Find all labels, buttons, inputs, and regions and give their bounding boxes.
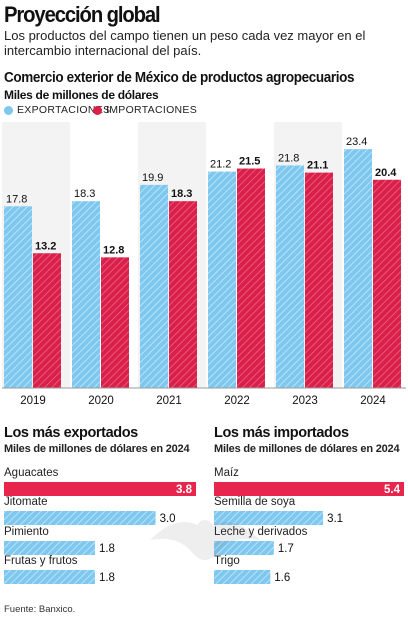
legend-exports-swatch [4, 105, 13, 115]
chart-units: Miles de millones de dólares [4, 88, 159, 102]
bar-exports [344, 149, 372, 388]
value-label-imports: 20.4 [375, 167, 397, 179]
legend-imports-swatch [93, 105, 102, 115]
main-bar-chart: 17.8 13.2 2019 18.3 12.8 2020 19.9 18.3 2021 21.2… [2, 122, 406, 407]
chart-title: Comercio exterior de México de productos… [4, 70, 355, 86]
bar-imports [305, 172, 333, 388]
page-subtitle: Los productos del campo tienen un peso c… [4, 28, 366, 58]
value-label-imports: 18.3 [171, 188, 192, 200]
legend-imports-label: IMPORTACIONES [106, 104, 198, 116]
hbar-value-label: 1.6 [274, 572, 290, 584]
imports-section-title: Los más importados [214, 425, 349, 441]
year-tick-label: 2020 [88, 395, 114, 407]
hbar [4, 570, 95, 584]
value-label-exports: 18.3 [74, 188, 95, 200]
bar-exports [72, 201, 100, 388]
hbar [214, 570, 271, 584]
legend-imports: IMPORTACIONES [93, 104, 197, 116]
value-label-exports: 19.9 [142, 172, 163, 184]
year-tick-label: 2022 [224, 395, 250, 407]
hbar [4, 541, 95, 555]
hbar-category-label: Semilla de soya [214, 496, 296, 508]
exports-section-title: Los más exportados [4, 425, 138, 441]
value-label-imports: 21.1 [307, 160, 328, 172]
hbar-category-label: Pimiento [4, 526, 49, 538]
year-tick-label: 2024 [360, 395, 386, 407]
hbar-category-label: Leche y derivados [214, 526, 308, 538]
page-title: Proyección global [4, 2, 161, 27]
value-label-exports: 21.2 [210, 159, 231, 171]
bar-imports [169, 201, 197, 388]
hbar-value-label: 5.4 [384, 484, 401, 496]
imports-bar-chart: 5.4 3.1 1.7 1.6 [214, 482, 404, 584]
value-label-imports: 21.5 [239, 156, 260, 168]
bar-imports [101, 257, 129, 388]
bar-exports [140, 184, 168, 388]
legend-exports-label: EXPORTACIONES [17, 104, 111, 116]
bar-imports [33, 253, 61, 388]
imports-section-units: Miles de millones de dólares en 2024 [214, 443, 400, 455]
hbar-value-label: 3.1 [327, 513, 343, 525]
exports-bar-chart: 3.8 3.0 1.8 1.8 [4, 482, 196, 584]
bar-imports [373, 179, 401, 388]
hbar-category-label: Maíz [214, 467, 239, 479]
value-label-exports: 23.4 [346, 136, 367, 148]
bar-exports [4, 206, 32, 388]
year-tick-label: 2023 [292, 395, 318, 407]
hbar-value-label: 1.8 [99, 543, 115, 555]
bar-exports [276, 165, 304, 388]
hbar-value-label: 3.0 [160, 513, 176, 525]
year-tick-label: 2019 [20, 395, 46, 407]
bar-exports [208, 171, 236, 388]
exports-section-units: Miles de millones de dólares en 2024 [4, 443, 190, 455]
bar-imports [237, 168, 265, 388]
hbar-value-label: 1.8 [99, 572, 115, 584]
hbar [4, 511, 156, 525]
value-label-imports: 13.2 [35, 240, 56, 252]
hbar [214, 511, 324, 525]
hbar-category-label: Aguacates [4, 467, 59, 479]
hbar [214, 541, 274, 555]
source-note: Fuente: Banxico. [4, 604, 76, 615]
hbar-value-label: 1.7 [278, 543, 294, 555]
hbar-value-label: 3.8 [176, 484, 193, 496]
year-tick-label: 2021 [156, 395, 182, 407]
value-label-exports: 21.8 [278, 152, 299, 164]
hbar-highlight [214, 482, 404, 496]
hbar-category-label: Frutas y frutos [4, 555, 78, 567]
legend-exports: EXPORTACIONES [4, 104, 110, 116]
hbar-highlight [4, 482, 196, 496]
hbar-category-label: Jitomate [4, 496, 48, 508]
hbar-category-label: Trigo [214, 555, 240, 567]
eagle-watermark-icon [150, 520, 260, 560]
value-label-exports: 17.8 [6, 193, 27, 205]
value-label-imports: 12.8 [103, 244, 124, 256]
